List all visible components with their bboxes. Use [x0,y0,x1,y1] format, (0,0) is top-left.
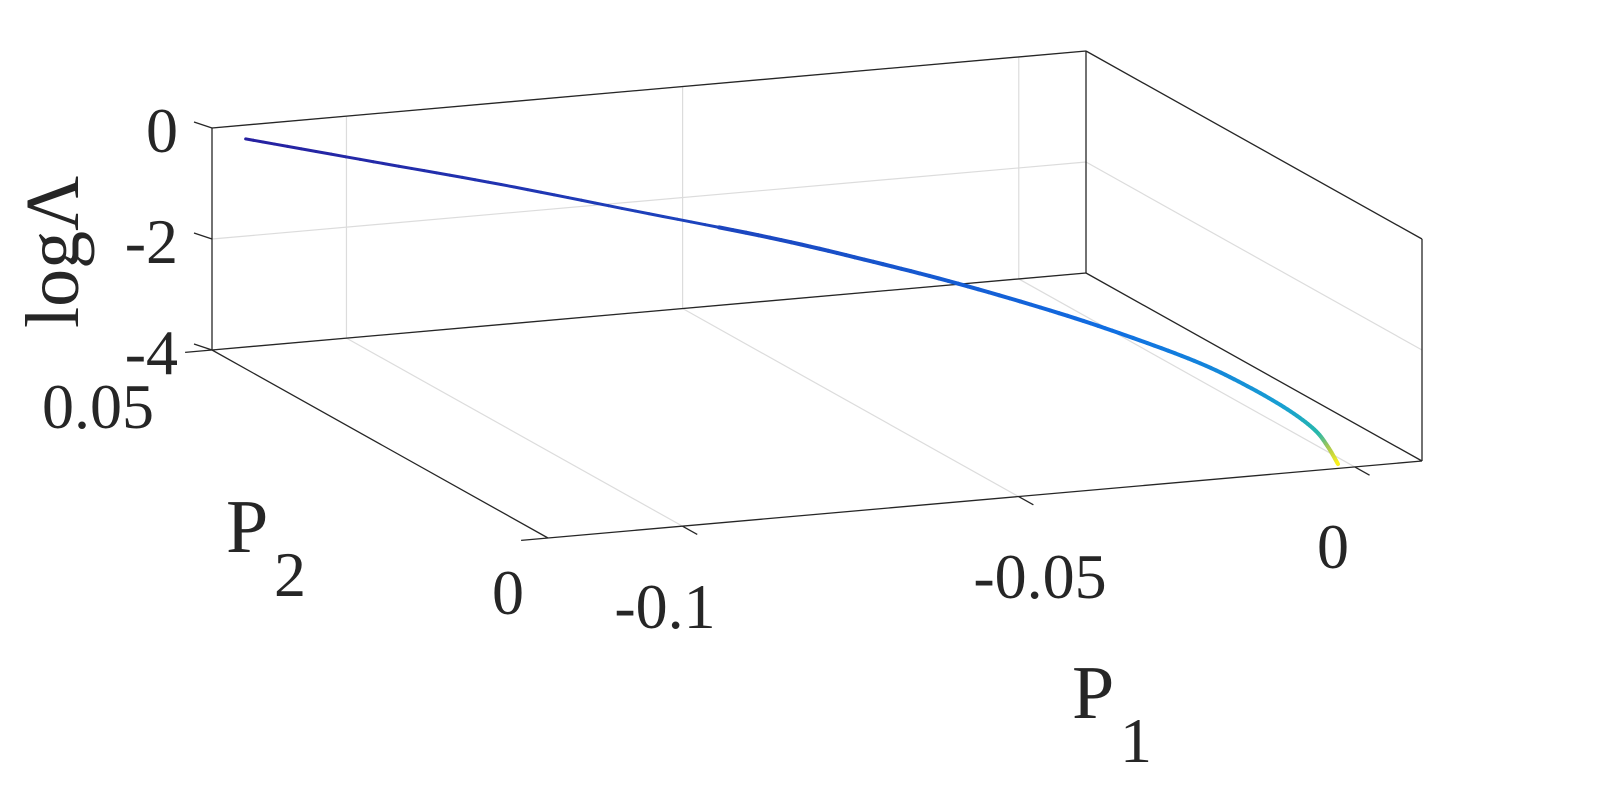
grid-layer [211,50,1423,527]
axes-box-edge [547,460,1423,539]
x-tick-mark [1354,466,1370,476]
x-grid-floor [682,308,1019,498]
y-axis-label-subscript: 2 [274,539,306,610]
curve-segment [273,142,290,148]
axes-box-edge [1085,50,1423,240]
curve-segment [447,173,464,179]
x-axis-label-subscript: 1 [1120,705,1152,776]
curve-segment [499,183,516,189]
axes-box-edge [211,50,1087,129]
curve-segment [1335,461,1340,467]
z-tick-mark [193,121,213,129]
curve-segment [314,150,333,156]
curve-segment [251,138,265,144]
z-tick-mark [193,343,213,351]
curve-segment [409,166,426,173]
axes-box-edge [1085,272,1423,462]
curve-segment [344,155,362,161]
axes-box-edge [211,349,549,539]
y-tick-mark [185,349,213,354]
curve-segment [717,225,735,233]
curve-segment [329,152,348,159]
curve-segment [579,198,597,205]
curve-segment [607,204,624,210]
curve-segment [703,223,721,229]
data-curve [244,137,1340,467]
curve-segment [526,188,543,194]
curve-segment [473,178,490,184]
z-tick-label: -2 [125,206,178,277]
curve-segment [689,220,707,227]
y-axis-label: P [226,485,268,569]
x-tick-mark [1018,495,1034,506]
curve-segment [566,196,583,202]
curve-segment [730,228,748,235]
y-tick-label: 0 [492,557,524,628]
axes-box [185,50,1423,542]
curve-segment [620,206,638,213]
curve-segment [422,169,439,175]
x-tick-label: -0.05 [973,541,1106,612]
y-tick-mark [521,537,549,542]
curve-segment [371,160,388,166]
curve-segment [675,217,693,224]
curve-segment [460,175,477,182]
curve-segment [384,162,401,168]
curve-segment [299,147,318,154]
curve-segment [634,209,651,216]
curve-segment [261,140,277,146]
curve-segment [647,212,665,218]
z-tick-label: 0 [146,95,178,166]
z-axis-label: logΛ [11,176,95,328]
z-grid-back [211,161,1087,240]
curve-segment [756,233,772,240]
curve-segment [661,214,679,221]
curve-segment [397,164,413,170]
y-tick-label: 0.05 [42,371,154,442]
curve-segment [286,144,303,151]
z-grid-side [1085,161,1423,351]
x-axis-label: P [1072,651,1114,735]
x-tick-label: 0 [1317,511,1349,582]
z-tick-label: -4 [125,317,178,388]
curve-segment [743,230,761,238]
curve-segment [435,171,451,177]
x-tick-label: -0.1 [614,571,715,642]
x-grid-floor [346,337,683,527]
curve-segment [512,185,530,192]
z-tick-mark [193,232,213,240]
axes-box-edge [211,272,1087,351]
x-tick-mark [682,525,698,535]
curve-segment [593,201,611,208]
curve-segment [539,190,556,197]
tick-labels: -0.1 -0.05 0 0 0.05 0 -2 -4 [42,95,1349,642]
x-grid-floor [1018,278,1356,468]
curve-segment [552,193,570,200]
curve-segment [358,157,375,164]
curve-segment [486,180,503,187]
